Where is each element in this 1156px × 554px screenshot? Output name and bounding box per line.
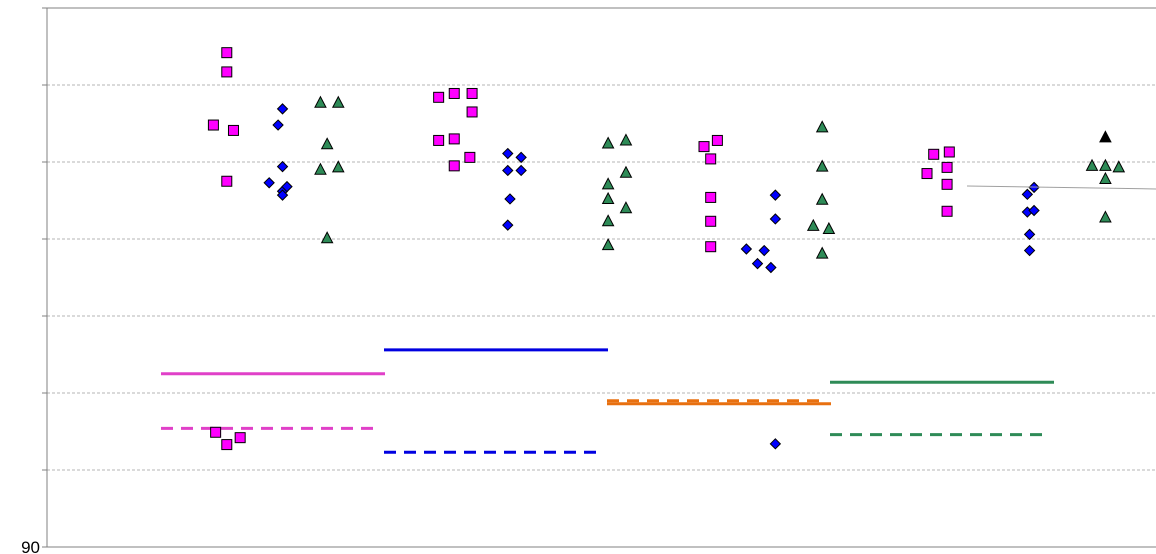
square-point [448,160,460,172]
square-point [705,241,717,253]
triangle-point [1099,130,1112,143]
triangle-point [601,177,615,190]
triangle-point [822,221,836,234]
square-point [705,191,717,203]
square-point [921,168,933,180]
square-point [221,175,233,187]
diamond-point [515,164,527,177]
square-point [941,161,953,173]
square-point [705,153,717,165]
leader-line [966,185,1156,190]
square-point [234,432,246,444]
square-point [698,141,710,153]
diamond-point [769,189,782,201]
triangle-point [815,120,829,133]
diamond-point [276,160,289,173]
diamond-point [504,193,516,205]
diamond-point [1023,244,1036,257]
diamond-point [769,438,782,450]
square-point [207,119,219,131]
triangle-point [1112,160,1126,173]
triangle-point [601,191,615,204]
square-point [448,87,460,99]
y-tick-label-min: 90 [21,538,40,554]
square-point [433,91,445,103]
reference-lines [161,348,1054,454]
diamond-point [751,257,764,270]
square-point [210,426,222,438]
square-point [941,178,953,190]
triangle-point [806,218,820,231]
triangle-point [1099,171,1112,184]
triangle-point [1099,210,1112,223]
diamond-point [263,177,275,189]
triangle-point [601,214,615,227]
diamond-point [515,151,527,164]
square-point [941,205,953,217]
data-points [207,47,1126,451]
square-point [221,439,233,451]
triangle-point [815,192,829,205]
triangle-point [1085,158,1099,171]
square-point [433,134,445,146]
square-point [221,47,233,59]
triangle-point [601,238,615,251]
gridlines [47,84,1156,471]
triangle-point [619,133,633,146]
triangle-point [320,137,334,150]
diamond-point [502,164,514,177]
diamond-point [502,219,514,231]
triangle-point [601,136,615,149]
diamond-point [758,244,770,257]
square-point [705,215,717,227]
triangle-point [331,95,345,108]
y-axis-ticks [42,7,47,548]
diamond-point [1028,204,1040,217]
triangle-point [320,231,334,244]
diamond-point [276,103,289,115]
diamond-point [769,213,782,225]
triangle-point [619,201,633,214]
diamond-point [276,189,289,201]
square-point [928,148,940,160]
diamond-point [502,147,514,160]
triangle-point [314,95,327,108]
square-point [466,106,478,118]
square-point [466,87,478,99]
square-point [943,146,955,158]
square-point [464,151,476,163]
triangle-point [619,165,633,178]
square-point [227,124,239,136]
triangle-point [815,246,829,259]
diamond-point [1023,228,1036,241]
diamond-point [1021,188,1034,201]
diamond-point [765,261,777,274]
diamond-point [272,119,284,131]
diamond-point [281,180,293,193]
triangle-point [815,159,829,172]
triangle-point [314,162,327,175]
diamond-point [740,243,753,255]
triangle-point [1099,158,1112,171]
triangle-point [331,160,345,173]
square-point [448,133,460,145]
square-point [711,134,723,146]
square-point [221,66,233,78]
